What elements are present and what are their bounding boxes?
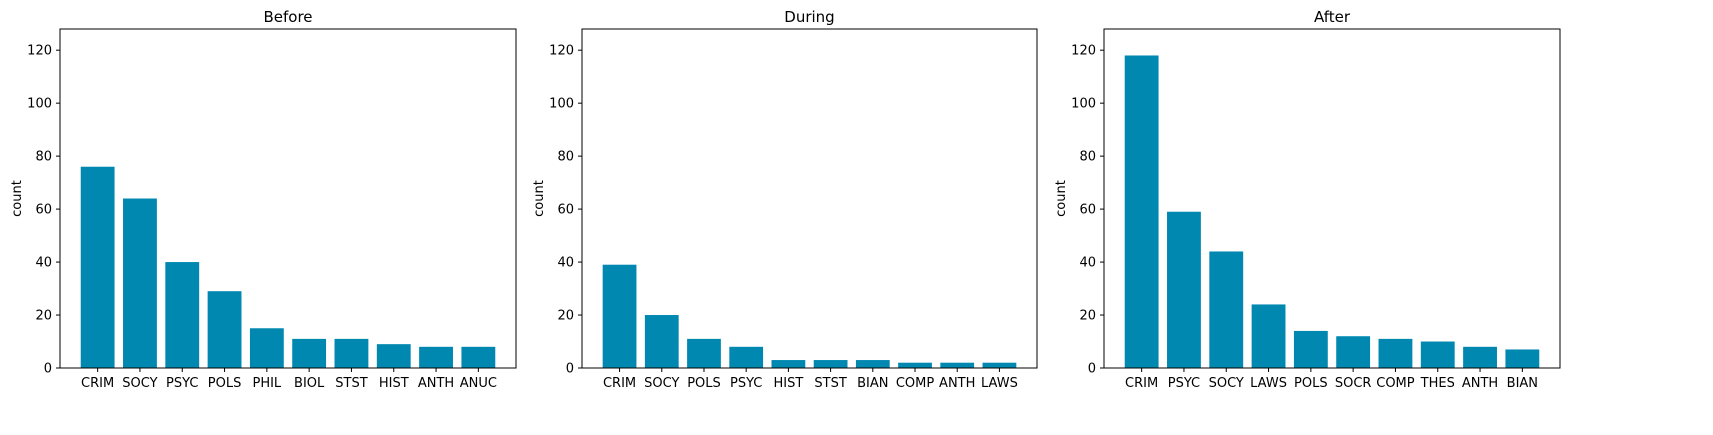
y-tick-label: 20 <box>557 309 574 324</box>
x-tick-label: HIST <box>379 376 409 391</box>
y-axis-label: count <box>532 180 547 217</box>
x-tick-label: CRIM <box>81 376 114 391</box>
bar-hist <box>376 344 411 368</box>
axes-frame <box>59 28 517 369</box>
y-tick-label: 120 <box>27 44 52 59</box>
y-tick-label: 100 <box>549 97 574 112</box>
chart-panel-after: 0 20 40 60 80 100 120 CRIM PSYC SOCY LAWS POLS SOCR C… <box>1054 8 1561 391</box>
y-tick-label: 100 <box>1071 97 1096 112</box>
bar-psyc <box>1167 211 1201 368</box>
bar-psyc <box>729 346 764 368</box>
y-tick-label: 60 <box>35 203 52 218</box>
bar-anth <box>419 346 453 368</box>
y-tick-label: 80 <box>35 150 52 165</box>
bar-laws <box>982 362 1017 368</box>
y-tick-label: 120 <box>1071 44 1096 59</box>
bar-hist <box>771 360 806 368</box>
bar-crim <box>1124 55 1159 368</box>
bar-bian <box>1505 349 1540 368</box>
y-tick-label: 80 <box>1079 150 1096 165</box>
x-tick-label: ANTH <box>939 376 975 391</box>
x-tick-label: LAWS <box>981 376 1018 391</box>
bar-thes <box>1420 341 1455 368</box>
chart-title: After <box>1314 8 1351 26</box>
x-tick-label: BIAN <box>857 376 888 391</box>
x-tick-label: THES <box>1420 376 1455 391</box>
chart-title: During <box>784 8 834 26</box>
x-tick-label: PSYC <box>166 376 198 391</box>
x-tick-label: POLS <box>1294 376 1328 391</box>
y-axis-label: count <box>10 180 25 217</box>
axes-frame <box>1103 28 1561 369</box>
x-tick-label: COMP <box>896 376 935 391</box>
x-tick-label: SOCY <box>122 376 157 391</box>
bar-socr <box>1336 336 1371 368</box>
y-tick-label: 0 <box>566 362 574 377</box>
bar-phil <box>249 328 284 368</box>
x-tick-label: HIST <box>773 376 803 391</box>
y-tick-label: 120 <box>549 44 574 59</box>
axes-frame <box>581 28 1038 369</box>
x-tick-label: ANUC <box>460 376 497 391</box>
y-axis-label: count <box>1054 180 1069 217</box>
bar-biol <box>292 338 327 368</box>
x-tick-label: COMP <box>1376 376 1415 391</box>
bar-stst <box>813 360 848 368</box>
x-tick-label: STST <box>814 376 846 391</box>
bar-crim <box>602 264 637 368</box>
bar-comp <box>1378 338 1413 368</box>
y-tick-label: 0 <box>44 362 52 377</box>
y-tick-label: 100 <box>27 97 52 112</box>
chart-panel-during: 0 20 40 60 80 100 120 CRIM SOCY POLS PSYC HIST STST B… <box>532 8 1038 391</box>
x-tick-label: POLS <box>687 376 721 391</box>
y-tick-label: 40 <box>1079 256 1096 271</box>
x-tick-label: ANTH <box>1462 376 1498 391</box>
bar-socy <box>1209 251 1244 368</box>
bar-pols <box>687 338 721 368</box>
y-tick-label: 80 <box>557 150 574 165</box>
bar-anuc <box>461 346 496 368</box>
x-tick-label: SOCY <box>644 376 679 391</box>
x-tick-label: BIOL <box>294 376 325 391</box>
bar-stst <box>334 338 369 368</box>
y-tick-label: 60 <box>1079 203 1096 218</box>
y-tick-label: 0 <box>1088 362 1096 377</box>
bar-comp <box>898 362 932 368</box>
y-tick-label: 60 <box>557 203 574 218</box>
x-tick-label: ANTH <box>418 376 454 391</box>
x-tick-label: LAWS <box>1250 376 1287 391</box>
x-tick-label: PHIL <box>252 376 281 391</box>
x-tick-label: SOCR <box>1335 376 1372 391</box>
y-tick-label: 20 <box>35 309 52 324</box>
x-tick-label: PSYC <box>730 376 762 391</box>
bar-socy <box>644 315 679 368</box>
bar-anth <box>1463 346 1497 368</box>
x-tick-label: POLS <box>208 376 242 391</box>
x-tick-label: SOCY <box>1209 376 1244 391</box>
bar-anth <box>940 362 975 368</box>
bar-pols <box>207 291 242 368</box>
bar-pols <box>1293 330 1328 368</box>
bar-laws <box>1251 304 1286 368</box>
chart-title: Before <box>263 8 312 26</box>
y-tick-label: 20 <box>1079 309 1096 324</box>
x-tick-label: STST <box>335 376 367 391</box>
x-tick-label: BIAN <box>1507 376 1538 391</box>
y-tick-label: 40 <box>557 256 574 271</box>
y-tick-label: 40 <box>35 256 52 271</box>
bar-crim <box>80 166 115 368</box>
x-tick-label: CRIM <box>603 376 636 391</box>
chart-panel-before: 0 20 40 60 80 100 120 CRIM SOCY PSYC POLS PHIL BIOL S… <box>10 8 517 391</box>
bar-socy <box>123 198 157 368</box>
bar-bian <box>855 360 890 368</box>
bar-psyc <box>165 262 200 368</box>
x-tick-label: PSYC <box>1168 376 1200 391</box>
x-tick-label: CRIM <box>1125 376 1158 391</box>
